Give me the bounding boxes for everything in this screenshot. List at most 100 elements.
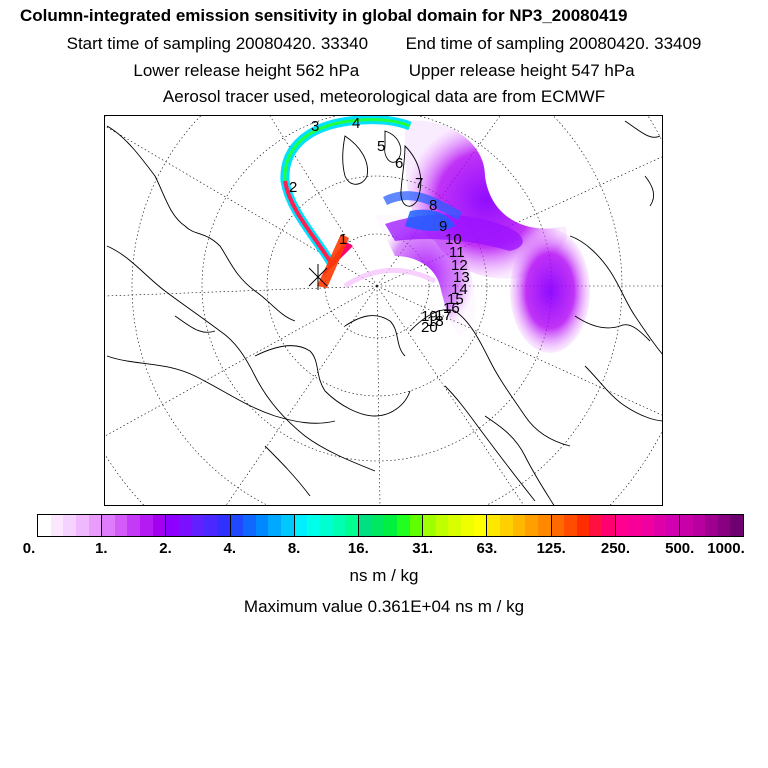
start-sampling-label: Start time of sampling 20080420. 33340 <box>66 34 369 53</box>
chart-title: Column-integrated emission sensitivity i… <box>20 6 628 25</box>
colorbar-segment <box>230 515 295 536</box>
colorbar-swatch <box>384 515 397 536</box>
trajectory-label: 14 <box>451 281 468 298</box>
colorbar-segment <box>166 515 231 536</box>
upper-release-label: Upper release height 547 hPa <box>408 61 635 80</box>
maximum-value-label: Maximum value 0.361E+04 ns m / kg <box>243 597 525 616</box>
colorbar-swatch <box>717 515 731 536</box>
colorbar-segment <box>358 515 424 536</box>
colorbar-swatch <box>371 515 385 536</box>
trajectory-label: 10 <box>445 231 462 248</box>
colorbar-swatch <box>473 515 487 536</box>
colorbar-segment <box>423 515 488 536</box>
colorbar-swatch <box>666 515 679 536</box>
trajectory-label: 1 <box>339 231 347 248</box>
colorbar-swatch <box>679 515 693 536</box>
colorbar-swatch <box>191 515 205 536</box>
colorbar-segment <box>102 515 167 536</box>
colorbar-tick-label: 16. <box>347 540 369 557</box>
colorbar-swatch <box>50 515 64 536</box>
colorbar-swatch <box>140 515 153 536</box>
colorbar-swatch <box>268 515 282 536</box>
colorbar-swatch <box>255 515 269 536</box>
colorbar-swatch <box>461 515 474 536</box>
trajectory-label: 11 <box>449 244 465 261</box>
colorbar-segment <box>615 515 680 536</box>
colorbar-segment <box>487 515 552 536</box>
colorbar-swatch <box>320 515 333 536</box>
colorbar-tick-label: 1000. <box>707 540 745 557</box>
trajectory-label: 9 <box>439 218 447 235</box>
colorbar-swatch <box>423 515 436 536</box>
trajectory-label: 2 <box>289 179 297 196</box>
colorbar-tick-label: 2. <box>159 540 172 557</box>
colorbar-segment <box>679 515 744 536</box>
colorbar-swatch <box>640 515 654 536</box>
colorbar-swatch <box>487 515 500 536</box>
trajectory-label: 6 <box>395 155 403 172</box>
colorbar-swatch <box>166 515 180 536</box>
colorbar-segment <box>38 515 103 536</box>
release-heights: Lower release height 562 hPa Upper relea… <box>0 61 768 81</box>
trajectory-label: 20 <box>421 319 438 336</box>
colorbar-swatch <box>332 515 346 536</box>
tracer-info: Aerosol tracer used, meteorological data… <box>162 87 606 106</box>
colorbar-tick-label: 4. <box>223 540 237 557</box>
colorbar-tick-label: 1. <box>95 540 108 557</box>
release-point-marker <box>308 264 328 290</box>
colorbar-swatch <box>281 515 294 536</box>
colorbar-swatch <box>243 515 256 536</box>
colorbar-tick-label: 125. <box>536 540 566 557</box>
colorbar-segment <box>551 515 616 536</box>
colorbar-swatch <box>692 515 706 536</box>
trajectory-label: 7 <box>415 175 423 192</box>
colorbar-swatch <box>705 515 718 536</box>
colorbar-swatch <box>179 515 192 536</box>
trajectory-label: 12 <box>451 257 468 274</box>
lower-release-label: Lower release height 562 hPa <box>133 61 360 80</box>
colorbar-swatch <box>294 515 308 536</box>
colorbar-swatch <box>525 515 538 536</box>
colorbar-swatch <box>358 515 372 536</box>
colorbar-swatch <box>204 515 217 536</box>
colorbar-segment <box>294 515 359 536</box>
colorbar-swatch <box>396 515 410 536</box>
colorbar-swatch <box>602 515 615 536</box>
trajectory-label: 5 <box>377 138 385 155</box>
colorbar-tick-label: 31. <box>412 540 434 557</box>
colorbar-swatch <box>537 515 551 536</box>
sampling-times: Start time of sampling 20080420. 33340 E… <box>0 34 768 54</box>
colorbar-swatch <box>307 515 321 536</box>
trajectory-label: 17 <box>435 307 452 324</box>
trajectory-label: 15 <box>447 291 464 308</box>
colorbar-swatch <box>448 515 462 536</box>
units-label: ns m / kg <box>349 566 419 585</box>
colorbar-swatch <box>564 515 577 536</box>
colorbar-tick-label: 8. <box>287 540 301 557</box>
colorbar-swatch <box>88 515 102 536</box>
colorbar-swatch <box>102 515 115 536</box>
end-sampling-label: End time of sampling 20080420. 33409 <box>405 34 702 53</box>
colorbar-swatch <box>499 515 513 536</box>
colorbar-swatch <box>38 515 51 536</box>
colorbar-swatch <box>589 515 603 536</box>
trajectory-label: 16 <box>443 300 460 317</box>
colorbar-swatch <box>216 515 230 536</box>
colorbar-swatch <box>409 515 423 536</box>
colorbar-swatch <box>653 515 667 536</box>
colorbar-tick-label: 500. <box>665 540 695 557</box>
colorbar-swatch <box>551 515 565 536</box>
polar-map: 1 2 3 4 5 6 7 8 9 10 11 12 13 14 15 16 1… <box>104 115 663 506</box>
colorbar-swatch <box>576 515 590 536</box>
colorbar-swatch <box>730 515 744 536</box>
colorbar-swatch <box>114 515 128 536</box>
trajectory-label: 19 <box>421 308 438 325</box>
sensitivity-field <box>280 116 590 353</box>
colorbar-swatch <box>345 515 358 536</box>
coastlines <box>106 120 662 505</box>
colorbar-swatch <box>615 515 629 536</box>
colorbar-tick-label: 63. <box>476 540 498 557</box>
colorbar-tick-label: 250. <box>600 540 631 557</box>
colorbar-swatch <box>152 515 166 536</box>
colorbar-swatch <box>75 515 89 536</box>
